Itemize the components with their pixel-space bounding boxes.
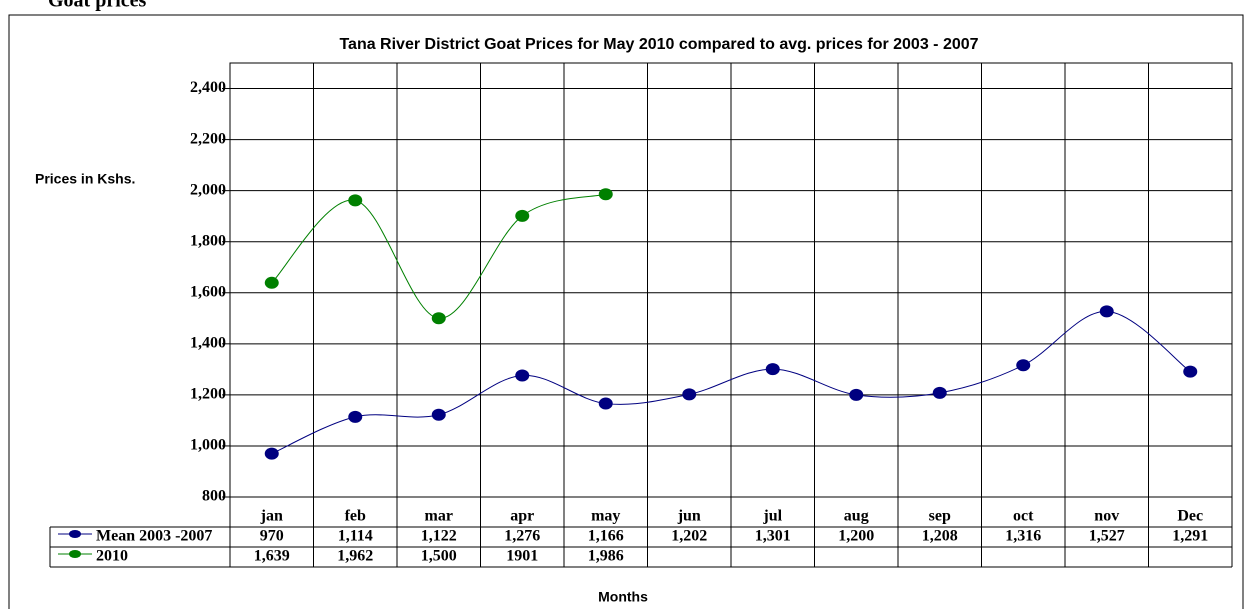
x-tick-label: apr: [510, 508, 534, 525]
x-tick-label: feb: [345, 508, 366, 525]
data-label: 1,986: [588, 548, 624, 565]
chart-title: Tana River District Goat Prices for May …: [339, 36, 978, 53]
data-point: [264, 276, 279, 289]
x-tick-label: jul: [762, 508, 782, 525]
data-label: 1,114: [338, 528, 373, 545]
legend-marker: [69, 530, 81, 538]
data-label: 970: [260, 528, 284, 545]
data-label: 1,500: [421, 548, 457, 565]
x-tick-label: mar: [425, 508, 453, 525]
data-point: [515, 209, 530, 222]
y-tick-label: 1,800: [190, 232, 226, 249]
data-label: 1,639: [254, 548, 290, 565]
y-tick-label: 2,200: [190, 130, 226, 147]
data-point: [1016, 359, 1031, 372]
x-tick-label: Dec: [1177, 508, 1203, 525]
data-label: 1,527: [1089, 528, 1125, 545]
legend-marker: [69, 550, 81, 558]
legend-label: Mean 2003 -2007: [96, 528, 212, 545]
page-heading: Goat prices: [48, 0, 147, 12]
y-axis-label: Prices in Kshs.: [35, 171, 135, 187]
data-point: [1099, 305, 1114, 318]
data-point: [348, 194, 363, 207]
data-point: [431, 312, 446, 325]
data-label: 1901: [506, 548, 538, 565]
x-tick-label: nov: [1094, 508, 1119, 525]
y-tick-label: 1,600: [190, 283, 226, 300]
y-tick-label: 1,200: [190, 386, 226, 403]
y-tick-label: 800: [202, 488, 226, 505]
data-point: [348, 410, 363, 423]
y-tick-label: 2,400: [190, 79, 226, 96]
data-label: 1,301: [755, 528, 791, 545]
x-axis-label: Months: [598, 589, 648, 605]
y-tick-label: 1,400: [190, 334, 226, 351]
data-point: [1183, 365, 1198, 378]
data-label: 1,276: [504, 528, 540, 545]
data-label: 1,316: [1005, 528, 1041, 545]
y-tick-label: 2,000: [190, 181, 226, 198]
data-label: 1,166: [588, 528, 624, 545]
data-point: [932, 386, 947, 399]
data-point: [765, 363, 780, 376]
x-tick-label: jan: [260, 508, 283, 525]
data-point: [849, 388, 864, 401]
series-line: [271, 193, 606, 319]
y-tick-label: 1,000: [190, 437, 226, 454]
x-tick-label: jun: [677, 508, 701, 525]
data-label: 1,122: [421, 528, 457, 545]
data-label: 1,200: [838, 528, 874, 545]
data-point: [598, 188, 613, 201]
x-tick-label: oct: [1013, 508, 1034, 525]
x-tick-label: sep: [929, 508, 951, 525]
chart-frame: [8, 14, 1244, 609]
data-label: 1,291: [1172, 528, 1208, 545]
legend-label: 2010: [96, 548, 128, 565]
x-tick-label: aug: [844, 508, 869, 525]
data-point: [598, 397, 613, 410]
data-label: 1,202: [671, 528, 707, 545]
data-point: [515, 369, 530, 382]
data-point: [264, 447, 279, 460]
data-point: [682, 388, 697, 401]
data-label: 1,962: [337, 548, 373, 565]
x-tick-label: may: [591, 508, 620, 525]
data-label: 1,208: [922, 528, 958, 545]
data-point: [431, 408, 446, 421]
